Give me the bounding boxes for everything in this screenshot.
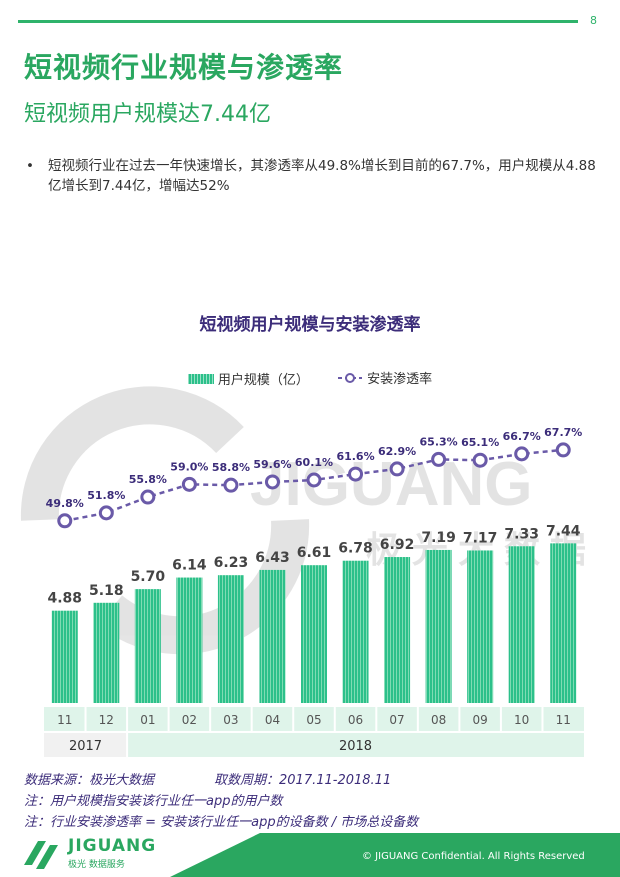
bar-11 (550, 543, 577, 703)
note-penetration: 注：行业安装渗透率 = 安装该行业任一app的设备数 / 市场总设备数 (24, 815, 419, 830)
line-value-label: 66.7% (503, 430, 541, 443)
bar-value-label: 4.88 (47, 591, 82, 607)
legend-line-label: 安装渗透率 (367, 372, 433, 387)
legend-line-swatch (338, 372, 363, 383)
chart-notes: 数据来源：极光大数据 取数周期：2017.11-2018.11 注：用户规模指安装… (24, 770, 418, 833)
data-period: 取数周期：2017.11-2018.11 (214, 773, 392, 788)
bar-08 (425, 549, 452, 703)
footer-copyright: © JIGUANG Confidential. All Rights Reser… (362, 851, 585, 862)
year-band-2017 (44, 733, 128, 757)
x-tick-label: 08 (431, 713, 446, 727)
line-point-08 (431, 451, 447, 467)
line-point-04 (264, 474, 280, 490)
bar-value-label: 7.44 (546, 523, 581, 539)
line-point-01 (140, 489, 156, 505)
page-title: 短视频行业规模与渗透率 (24, 51, 344, 84)
year-label: 2018 (339, 739, 372, 754)
x-tick-label: 07 (389, 713, 404, 727)
line-point-07 (389, 461, 405, 477)
data-source: 数据来源：极光大数据 (24, 773, 155, 788)
bar-12 (93, 602, 120, 703)
bar-04 (259, 569, 286, 703)
line-point-11 (57, 513, 73, 529)
bar-11 (51, 610, 78, 703)
line-value-label: 55.8% (129, 473, 167, 486)
x-tick-label: 05 (306, 713, 321, 727)
legend-item-bar: 用户规模（亿） (187, 369, 309, 388)
x-tick-label: 04 (265, 713, 280, 727)
legend-item-line: 安装渗透率 (337, 368, 432, 387)
line-value-label: 59.0% (170, 460, 208, 473)
bar-09 (467, 550, 494, 703)
line-value-label: 51.8% (87, 489, 125, 502)
bar-value-label: 6.43 (255, 550, 290, 566)
bar-value-label: 7.17 (463, 530, 498, 546)
x-tick-label: 09 (473, 713, 488, 727)
line-value-label: 61.6% (336, 450, 374, 463)
jiguang-logo-icon (24, 841, 58, 869)
bar-value-label: 6.61 (297, 545, 332, 561)
bullet-marker: • (26, 158, 34, 174)
line-value-label: 49.8% (46, 497, 84, 510)
x-axis-band (44, 707, 584, 731)
header-rule (18, 20, 578, 23)
chart-title: 短视频用户规模与安装渗透率 (199, 315, 421, 335)
summary-text: 短视频行业在过去一年快速增长，其渗透率从49.8%增长到目前的67.7%，用户规… (48, 158, 596, 194)
bar-06 (342, 560, 369, 703)
watermark-brand: JIGUANG (250, 450, 532, 519)
line-point-12 (98, 505, 114, 521)
line-value-label: 62.9% (378, 445, 416, 458)
bar-03 (217, 575, 244, 703)
line-value-label: 59.6% (253, 458, 291, 471)
line-value-label: 65.3% (420, 435, 458, 448)
x-tick-label: 10 (514, 713, 529, 727)
x-tick-label: 11 (556, 713, 571, 727)
legend-bar-label: 用户规模（亿） (217, 373, 309, 388)
line-value-label: 58.8% (212, 461, 250, 474)
line-point-09 (472, 452, 488, 468)
bar-value-label: 5.18 (89, 583, 124, 599)
line-point-03 (223, 477, 239, 493)
line-point-06 (348, 466, 364, 482)
x-tick-label: 03 (223, 713, 238, 727)
footer-band (170, 833, 620, 877)
bar-value-label: 6.14 (172, 558, 207, 574)
year-label: 2017 (69, 739, 102, 754)
bar-value-label: 7.19 (421, 530, 456, 546)
page-number: 8 (590, 14, 597, 27)
x-tick-label: 02 (182, 713, 197, 727)
x-tick-label: 06 (348, 713, 363, 727)
year-band-2018 (127, 733, 585, 757)
bar-value-label: 5.70 (131, 569, 166, 585)
bar-02 (176, 577, 203, 703)
line-value-label: 65.1% (461, 436, 499, 449)
bar-value-label: 6.23 (214, 555, 249, 571)
legend-bar-swatch (187, 373, 214, 384)
bar-value-label: 7.33 (504, 526, 539, 542)
footer-logo-text: JIGUANG (68, 836, 157, 856)
bar-07 (384, 557, 411, 703)
bar-01 (134, 589, 161, 703)
page-subtitle: 短视频用户规模达7.44亿 (24, 102, 271, 127)
line-point-10 (514, 446, 530, 462)
note-user-scale: 注：用户规模指安装该行业任一app的用户数 (24, 794, 283, 809)
bar-10 (508, 546, 535, 703)
line-value-label: 60.1% (295, 456, 333, 469)
line-value-label: 67.7% (544, 426, 582, 439)
watermark-swoosh (20, 386, 244, 521)
line-point-02 (181, 476, 197, 492)
line-point-05 (306, 472, 322, 488)
footer-logo-subtitle: 极光 数据服务 (68, 860, 125, 870)
chart-legend: 用户规模（亿） 安装渗透率 (0, 368, 620, 388)
bar-value-label: 6.78 (338, 541, 373, 557)
x-tick-label: 11 (57, 713, 72, 727)
bar-05 (301, 565, 327, 703)
bar-value-label: 6.92 (380, 537, 415, 553)
x-tick-label: 01 (140, 713, 155, 727)
x-tick-label: 12 (99, 713, 114, 727)
line-point-11 (555, 442, 571, 458)
